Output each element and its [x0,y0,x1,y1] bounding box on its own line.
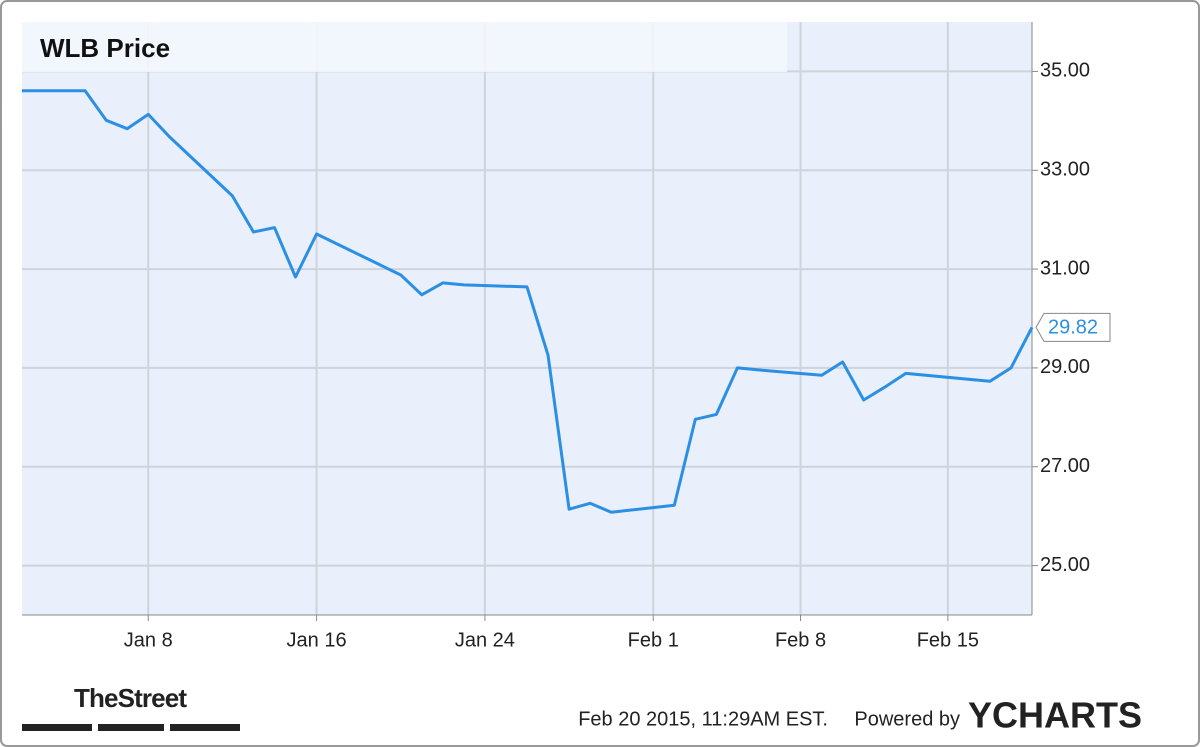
chart-title: WLB Price [40,33,170,63]
source-logo: TheStreet [22,683,240,731]
last-value-box [1035,312,1111,342]
x-tick-label: Feb 8 [775,629,826,651]
powered-by: Powered by [854,708,960,730]
logo-bar [22,724,92,731]
logo-bar [98,724,164,731]
grid [22,22,1032,615]
timestamp: Feb 20 2015, 11:29AM EST. [578,708,828,730]
y-tick-label: 35.00 [1040,60,1090,82]
x-tick-label: Feb 1 [628,629,679,651]
x-tick-label: Jan 16 [287,629,347,651]
last-value-label: 29.82 [1048,317,1098,339]
brand: YCHARTS [968,695,1142,736]
x-tick-label: Feb 15 [917,629,979,651]
y-tick-label: 27.00 [1040,455,1090,477]
source-text: TheStreet [74,683,187,713]
price-line [22,89,1034,514]
title-box [22,22,787,72]
y-tick-label: 31.00 [1040,257,1090,279]
plot-area [22,22,1032,615]
y-tick-label: 25.00 [1040,554,1090,576]
y-tick-label: 33.00 [1040,159,1090,181]
x-tick-label: Jan 24 [455,629,515,651]
x-tick-label: Jan 8 [124,629,173,651]
logo-bar [170,724,240,731]
y-tick-label: 29.00 [1040,356,1090,378]
